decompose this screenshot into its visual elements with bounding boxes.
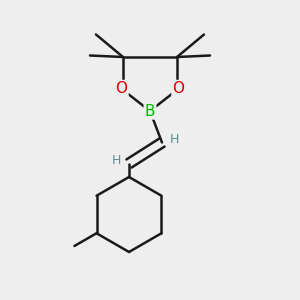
Text: H: H bbox=[170, 133, 179, 146]
Text: H: H bbox=[112, 154, 121, 167]
Text: O: O bbox=[116, 81, 128, 96]
Text: B: B bbox=[145, 103, 155, 118]
Text: O: O bbox=[172, 81, 184, 96]
